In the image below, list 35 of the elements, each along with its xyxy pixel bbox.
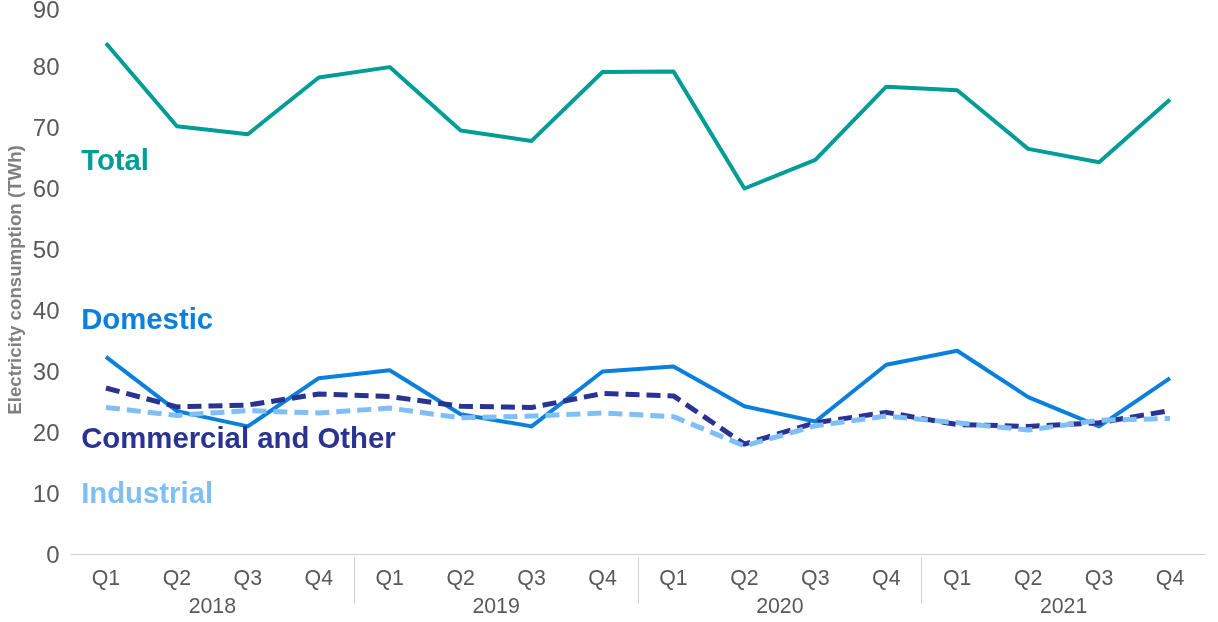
y-tick-label: 60 xyxy=(32,175,60,202)
y-tick-label: 50 xyxy=(32,236,60,263)
x-tick-label: Q2 xyxy=(1013,565,1043,590)
text: 2019 xyxy=(472,593,520,618)
y-tick-label: 80 xyxy=(32,53,60,80)
series-label: Domestic xyxy=(81,301,214,335)
x-tick-label: Q4 xyxy=(304,565,334,590)
x-tick-label: Q1 xyxy=(659,565,688,590)
y-tick-label: 10 xyxy=(32,480,60,507)
x-tick-label: Q2 xyxy=(162,565,192,590)
x-tick-label: Q3 xyxy=(517,565,546,590)
y-tick-label: 40 xyxy=(32,297,60,324)
text: 2018 xyxy=(188,593,237,618)
x-tick-label: Q4 xyxy=(1155,565,1185,590)
series-label: Total xyxy=(81,143,150,177)
y-tick-label: 90 xyxy=(32,0,60,23)
x-tick-label: Q1 xyxy=(942,565,972,590)
series-label: Commercial and Other xyxy=(81,420,396,454)
y-tick-label: 30 xyxy=(32,358,60,385)
x-tick-label: Q3 xyxy=(233,565,263,590)
x-tick-label: Q3 xyxy=(1084,565,1114,590)
y-tick-label: 70 xyxy=(32,114,60,141)
text: 2020 xyxy=(756,593,804,618)
y-axis-title: Electricity consumption (TWh) xyxy=(3,145,25,415)
y-tick-label: 0 xyxy=(46,541,60,568)
x-tick-label: Q1 xyxy=(375,565,404,590)
x-tick-label: Q4 xyxy=(872,565,901,590)
y-tick-label: 20 xyxy=(32,419,60,446)
text: Industrial xyxy=(81,475,214,509)
x-tick-label: Q1 xyxy=(91,565,121,590)
x-tick-label: Q2 xyxy=(730,565,759,590)
x-tick-label: Q3 xyxy=(801,565,830,590)
text: 2021 xyxy=(1039,593,1088,618)
x-tick-label: Q4 xyxy=(588,565,617,590)
x-tick-label: Q2 xyxy=(446,565,475,590)
